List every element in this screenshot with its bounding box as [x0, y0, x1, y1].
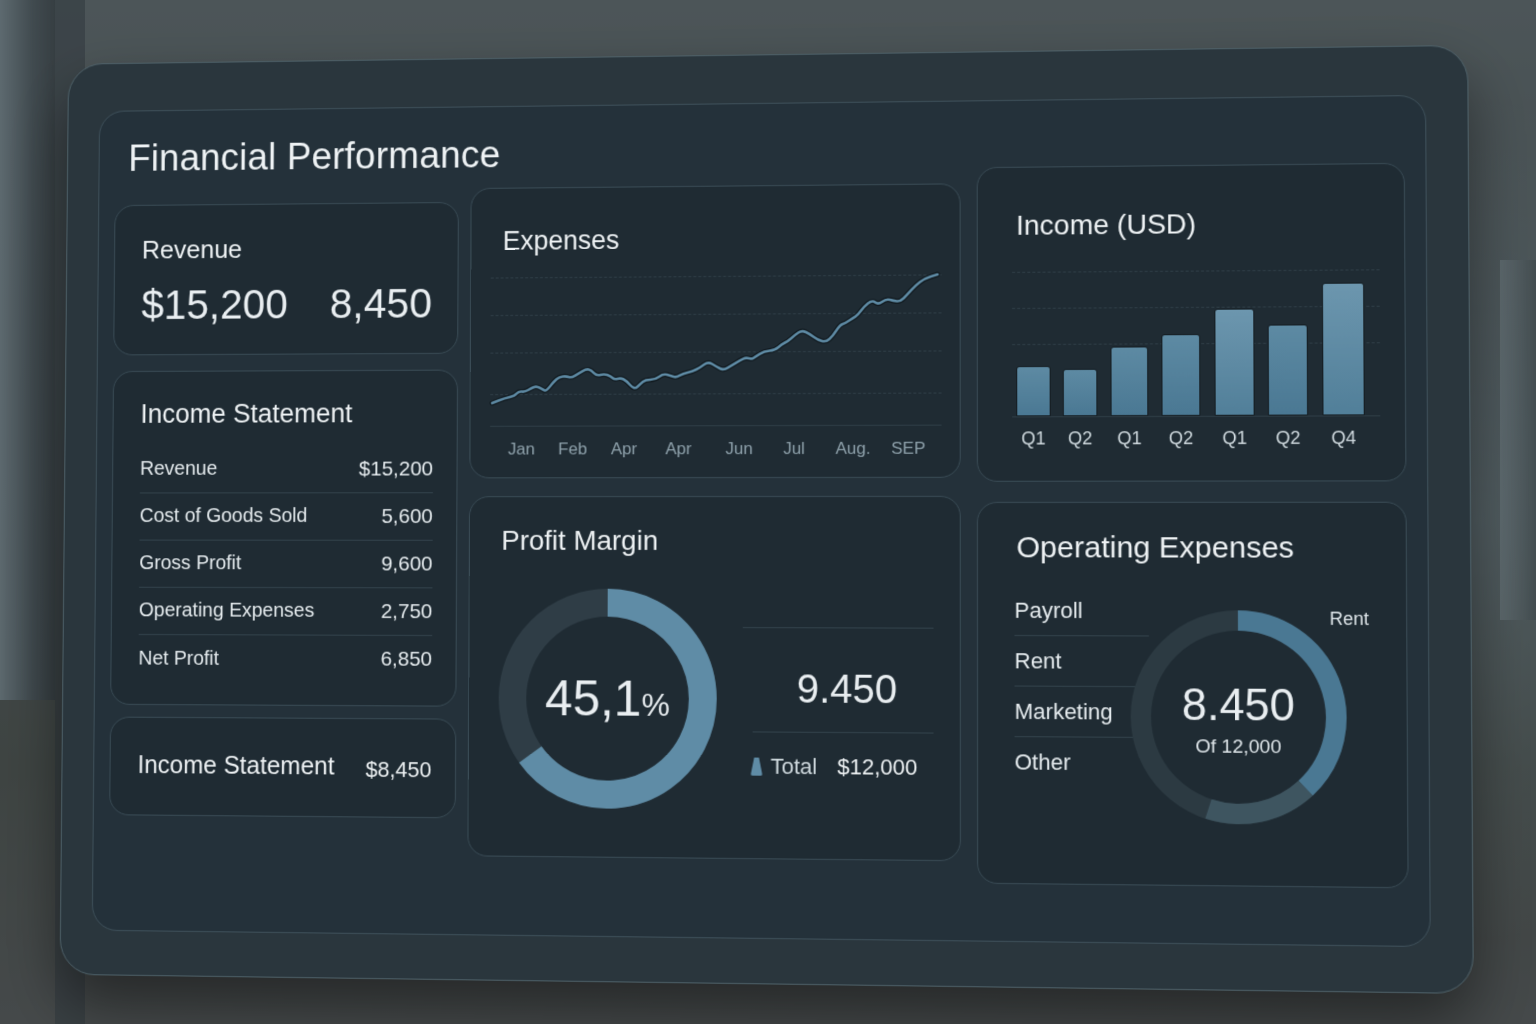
- total-value: $12,000: [837, 754, 918, 780]
- total-marker-icon: [751, 758, 763, 776]
- total-row: Total $12,000: [751, 753, 918, 781]
- table-row[interactable]: Cost of Goods Sold 5,600: [139, 493, 433, 541]
- background-doorway: [1500, 260, 1536, 620]
- bar[interactable]: [1110, 346, 1149, 417]
- x-axis-tick-label: Jan: [507, 439, 535, 459]
- expenses-chart-title: Expenses: [502, 225, 620, 256]
- x-axis-tick-label: Jul: [783, 438, 805, 459]
- revenue-primary-value: $15,200: [141, 280, 289, 328]
- profit-margin-card: Profit Margin 45,1% 9.450 Total $12,000: [467, 495, 961, 862]
- legend-label: Payroll: [1014, 597, 1083, 623]
- profit-margin-percent: 45,1: [545, 670, 642, 727]
- revenue-secondary-value: 8,450: [329, 279, 433, 327]
- profit-margin-percent-sign: %: [641, 686, 670, 723]
- bar[interactable]: [1267, 324, 1309, 416]
- x-axis-tick-label: Q2: [1168, 427, 1194, 449]
- income-statement-card: Income Statement Revenue $15,200 Cost of…: [110, 369, 459, 707]
- legend-label: Rent: [1014, 647, 1062, 674]
- row-value: 9,600: [381, 552, 433, 575]
- revenue-card-title: Revenue: [141, 234, 243, 265]
- row-label: Operating Expenses: [138, 599, 315, 622]
- bar[interactable]: [1016, 366, 1051, 417]
- revenue-card[interactable]: Revenue $15,200 8,450: [113, 201, 459, 356]
- x-axis-tick-label: Q1: [1021, 428, 1046, 449]
- grid-line: [1012, 269, 1380, 273]
- x-axis-tick-label: Q2: [1067, 428, 1093, 449]
- row-value: $15,200: [358, 457, 434, 480]
- income-x-axis: Q1 Q2 Q1 Q2 Q1 Q2 Q4: [1012, 428, 1380, 453]
- operating-expenses-center: 8.450 Of 12,000: [1181, 680, 1296, 759]
- x-axis-tick-label: Apr: [610, 439, 638, 459]
- table-row[interactable]: Revenue $15,200: [139, 445, 434, 494]
- dashboard-frame: Financial Performance Revenue $15,200 8,…: [59, 44, 1474, 995]
- x-axis-tick-label: Feb: [558, 439, 588, 459]
- income-plot-area: [1012, 269, 1381, 418]
- row-value: 5,600: [381, 504, 433, 528]
- divider: [742, 627, 934, 629]
- bar[interactable]: [1062, 368, 1098, 417]
- operating-expenses-title: Operating Expenses: [1016, 531, 1295, 565]
- x-axis-tick-label: Q4: [1331, 427, 1357, 448]
- income-statement-summary-card[interactable]: Income Statement $8,450: [109, 716, 457, 819]
- bar[interactable]: [1161, 333, 1201, 416]
- x-axis-tick-label: Q1: [1117, 428, 1142, 449]
- row-label: Revenue: [140, 457, 218, 480]
- profit-margin-center: 45,1%: [545, 669, 670, 728]
- expenses-x-axis: Jan Feb Apr Apr Jun Jul Aug. SEP: [470, 439, 961, 464]
- x-axis-tick-label: Q2: [1275, 427, 1301, 449]
- dashboard-panel: Financial Performance Revenue $15,200 8,…: [91, 94, 1431, 948]
- x-axis-tick-label: SEP: [891, 438, 926, 458]
- legend-label: Marketing: [1014, 698, 1113, 725]
- x-axis-tick-label: Q1: [1222, 427, 1248, 449]
- summary-label: Income Statement: [137, 751, 335, 781]
- income-chart-card: Income (USD) Q1 Q2 Q1 Q2 Q1 Q2 Q4: [976, 162, 1407, 482]
- donut-callout-label: Rent: [1329, 608, 1369, 630]
- summary-value: $8,450: [365, 756, 432, 783]
- income-statement-table: Revenue $15,200 Cost of Goods Sold 5,600…: [111, 445, 458, 694]
- page-title: Financial Performance: [128, 134, 501, 180]
- row-value: 2,750: [380, 599, 433, 623]
- background-window: [0, 0, 55, 700]
- center-value: 8.450: [1181, 680, 1296, 731]
- table-row[interactable]: Operating Expenses 2,750: [138, 587, 433, 636]
- divider: [752, 731, 934, 734]
- expenses-plot-area: [470, 270, 961, 441]
- expenses-chart-card: Expenses Jan Feb Apr Apr Jun Jul Aug. SEP: [469, 183, 961, 479]
- row-label: Gross Profit: [139, 552, 242, 575]
- table-row[interactable]: Gross Profit 9,600: [139, 540, 433, 589]
- profit-margin-side-value: 9.450: [796, 667, 898, 713]
- center-subvalue: Of 12,000: [1195, 736, 1282, 759]
- table-row[interactable]: Net Profit 6,850: [138, 635, 432, 684]
- row-label: Cost of Goods Sold: [139, 505, 308, 527]
- x-axis-tick-label: Jun: [725, 439, 753, 459]
- operating-expenses-card: Operating Expenses Payroll Rent Marketin…: [976, 501, 1409, 889]
- bar[interactable]: [1321, 282, 1365, 416]
- legend-label: Other: [1014, 749, 1071, 775]
- expenses-line: [470, 270, 961, 441]
- x-axis-tick-label: Aug.: [835, 438, 871, 458]
- row-label: Net Profit: [138, 647, 220, 670]
- profit-margin-title: Profit Margin: [501, 524, 659, 556]
- income-chart-title: Income (USD): [1016, 208, 1197, 241]
- income-statement-title: Income Statement: [140, 398, 353, 429]
- bar[interactable]: [1214, 308, 1255, 416]
- total-label: Total: [770, 753, 818, 780]
- row-value: 6,850: [380, 647, 433, 671]
- x-axis-tick-label: Apr: [665, 439, 692, 459]
